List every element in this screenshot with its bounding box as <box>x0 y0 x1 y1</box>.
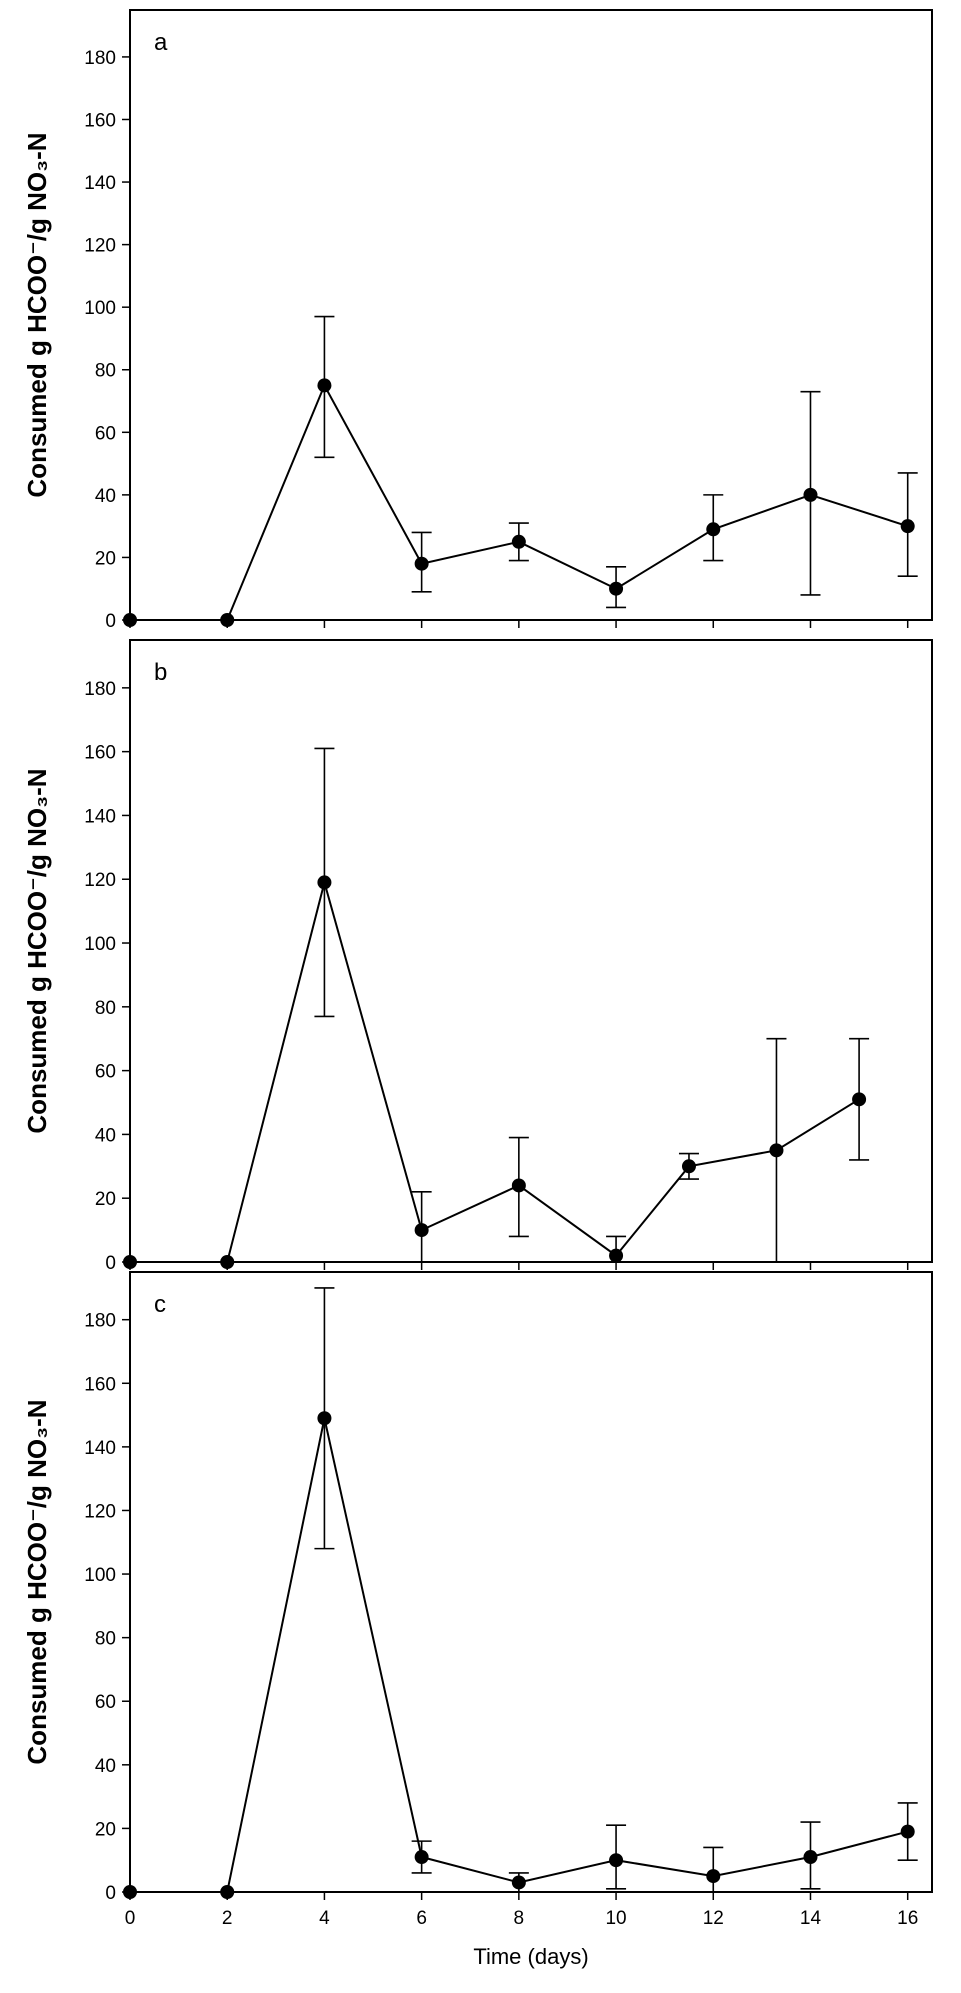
panel-label: b <box>154 659 167 686</box>
x-tick-label: 6 <box>416 1908 427 1929</box>
y-tick-label: 0 <box>105 1883 116 1904</box>
y-tick-label: 20 <box>95 1189 116 1210</box>
data-point <box>220 1255 235 1269</box>
x-tick-label: 0 <box>125 1908 136 1929</box>
y-tick-label: 100 <box>84 1565 116 1586</box>
y-tick-label: 140 <box>84 173 116 194</box>
data-point <box>852 1092 867 1107</box>
y-tick-label: 140 <box>84 806 116 827</box>
data-point <box>414 1223 429 1238</box>
y-tick-label: 80 <box>95 361 116 382</box>
x-axis-label: Time (days) <box>473 1944 588 1969</box>
x-tick-label: 10 <box>605 1908 626 1929</box>
y-tick-label: 40 <box>95 1125 116 1146</box>
panel-label: a <box>154 29 168 56</box>
y-tick-label: 60 <box>95 423 116 444</box>
y-tick-label: 160 <box>84 1374 116 1395</box>
y-tick-label: 0 <box>105 1253 116 1274</box>
plot-frame <box>129 1271 933 1893</box>
y-axis-label: Consumed g HCOO⁻/g NO₃-N <box>22 132 52 497</box>
y-tick-label: 80 <box>95 998 116 1019</box>
data-point <box>706 522 721 537</box>
data-point <box>609 1853 624 1868</box>
data-point <box>609 581 624 596</box>
data-point <box>681 1159 696 1174</box>
data-point <box>317 378 332 393</box>
series-line <box>130 1418 908 1893</box>
data-point <box>123 1885 137 1899</box>
data-point <box>769 1143 784 1158</box>
y-tick-label: 20 <box>95 1819 116 1840</box>
data-point <box>220 1885 235 1899</box>
data-point <box>317 1411 332 1426</box>
y-tick-label: 80 <box>95 1629 116 1650</box>
data-point <box>706 1869 721 1884</box>
y-tick-label: 60 <box>95 1692 116 1713</box>
panel-c: 0 20 40 60 80 100 120 140 160 180 0 2 4 6 8 10 12 14 16 c Co… <box>22 1271 933 1969</box>
data-point <box>511 1178 526 1193</box>
y-tick-label: 180 <box>84 1311 116 1332</box>
plot-frame <box>129 639 933 1263</box>
data-point <box>414 1850 429 1865</box>
x-tick-label: 4 <box>319 1908 330 1929</box>
panel-label: c <box>154 1291 166 1318</box>
series-line <box>130 878 860 1263</box>
y-axis-label: Consumed g HCOO⁻/g NO₃-N <box>22 1399 52 1764</box>
data-point <box>609 1248 624 1263</box>
y-tick-label: 40 <box>95 1756 116 1777</box>
y-tick-label: 180 <box>84 679 116 700</box>
y-tick-label: 0 <box>105 611 116 632</box>
y-axis-label: Consumed g HCOO⁻/g NO₃-N <box>22 768 52 1133</box>
data-point <box>511 1875 526 1890</box>
data-point <box>123 613 137 627</box>
x-tick-label: 12 <box>703 1908 724 1929</box>
data-point <box>803 487 818 502</box>
data-point <box>414 556 429 571</box>
panel-b: 0 20 40 60 80 100 120 140 160 180 b Consumed g HCOO… <box>22 639 933 1274</box>
x-tick-label: 14 <box>800 1908 822 1929</box>
y-tick-label: 20 <box>95 548 116 569</box>
y-tick-label: 180 <box>84 48 116 69</box>
panel-a: 0 20 40 60 80 100 120 140 160 180 a Consumed g HCOO… <box>22 9 933 632</box>
y-tick-label: 100 <box>84 934 116 955</box>
data-point <box>317 875 332 890</box>
y-tick-label: 160 <box>84 110 116 131</box>
y-tick-label: 120 <box>84 1501 116 1522</box>
x-tick-label: 8 <box>514 1908 525 1929</box>
y-tick-label: 160 <box>84 743 116 764</box>
y-tick-label: 100 <box>84 298 116 319</box>
y-tick-label: 60 <box>95 1062 116 1083</box>
data-point <box>900 1824 915 1839</box>
x-tick-label: 2 <box>222 1908 233 1929</box>
data-point <box>220 613 235 627</box>
y-tick-label: 120 <box>84 870 116 891</box>
y-tick-label: 120 <box>84 236 116 257</box>
y-tick-label: 140 <box>84 1438 116 1459</box>
data-point <box>900 519 915 534</box>
data-point <box>123 1255 137 1269</box>
plot-frame <box>129 9 933 621</box>
x-tick-label: 16 <box>897 1908 918 1929</box>
data-point <box>511 534 526 549</box>
y-tick-label: 40 <box>95 486 116 507</box>
series-line <box>130 383 909 621</box>
data-point <box>803 1850 818 1865</box>
